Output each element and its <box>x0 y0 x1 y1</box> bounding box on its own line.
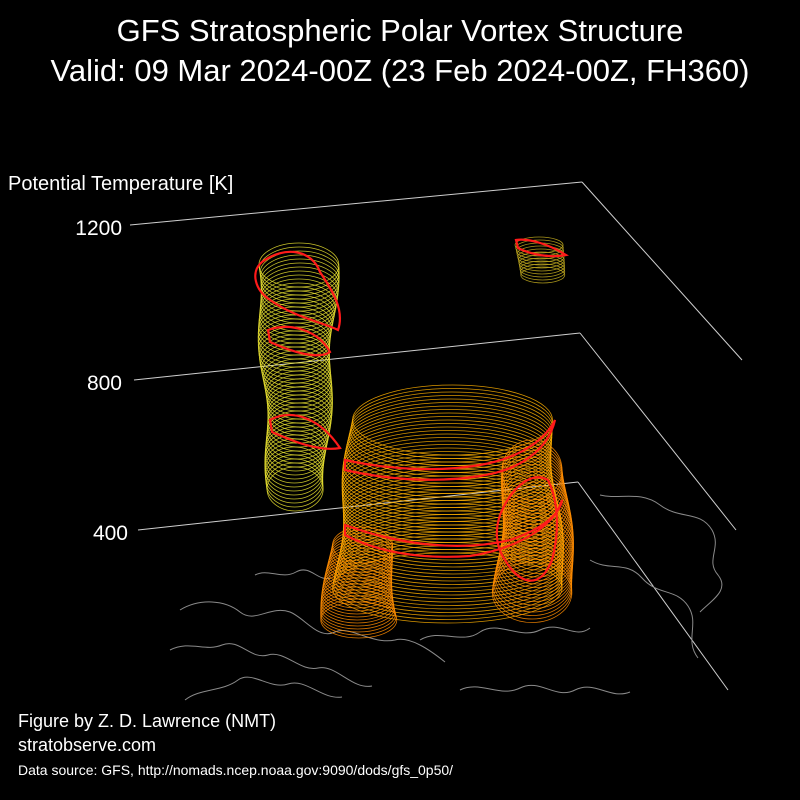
coastline-4 <box>589 559 699 659</box>
left-column-surface-ring <box>265 454 324 500</box>
vortex-isosurfaces <box>254 236 574 639</box>
coastline-7 <box>254 569 331 580</box>
right-lobe-surface-ring <box>492 558 573 620</box>
left-column-surface-ring <box>266 406 331 452</box>
coastline-0 <box>179 601 446 663</box>
depth-line-800 <box>579 332 737 531</box>
data-source: Data source: GFS, http://nomads.ncep.noa… <box>18 762 454 778</box>
gridline-1200 <box>129 181 583 226</box>
coastline-2 <box>184 676 343 701</box>
chart-title: GFS Stratospheric Polar Vortex Structure <box>116 13 684 48</box>
z-axis-label: Potential Temperature [K] <box>8 173 234 195</box>
left-column-surface-ring <box>266 466 324 512</box>
coastline-6 <box>459 684 631 695</box>
chart-subtitle: Valid: 09 Mar 2024-00Z (23 Feb 2024-00Z,… <box>50 53 750 88</box>
coastline-5 <box>419 626 591 641</box>
upper-fragment-surface-ring <box>517 248 565 266</box>
left-column-surface-ring <box>260 342 331 388</box>
main-vortex-surface-ring <box>332 552 563 624</box>
figure-credit: Figure by Z. D. Lawrence (NMT) <box>18 711 277 731</box>
contour-main-lower <box>343 499 564 558</box>
upper-fragment-surface-ring <box>514 236 564 254</box>
lower-lobe-surface <box>320 526 398 639</box>
contour-left-low <box>268 413 342 450</box>
site-url: stratobserve.com <box>18 735 157 755</box>
left-column-surface-ring <box>264 438 325 484</box>
upper-fragment-surface-ring <box>519 260 566 278</box>
contour-main-upper <box>343 419 557 481</box>
upper-fragment-surface-ring <box>519 263 566 281</box>
contour-left-top <box>254 250 342 332</box>
gridline-800 <box>133 332 581 381</box>
z-tick-1200: 1200 <box>75 217 122 240</box>
coastline-1 <box>169 643 373 687</box>
z-tick-800: 800 <box>86 372 122 395</box>
contour-right-lobe <box>495 476 559 582</box>
coastline-map <box>169 494 723 701</box>
left-column-surface-ring <box>259 250 340 296</box>
contour-fragment <box>514 238 569 258</box>
coastline-3 <box>599 494 723 613</box>
lower-lobe-surface-ring <box>320 601 398 639</box>
upper-fragment-surface-ring <box>520 266 566 284</box>
z-tick-400: 400 <box>92 522 128 545</box>
axis-frame <box>129 181 743 691</box>
left-column-surface-ring <box>264 450 324 496</box>
upper-fragment-surface-ring <box>519 257 566 275</box>
left-column-surface-ring <box>266 414 329 460</box>
left-column-surface-ring <box>264 442 324 488</box>
right-lobe-surface-ring <box>491 562 573 623</box>
depth-line-400 <box>577 481 729 691</box>
depth-line-1200 <box>581 181 743 361</box>
left-column-surface-ring <box>264 446 324 492</box>
left-column-surface-ring <box>267 402 331 448</box>
contour-left-mid <box>266 325 332 357</box>
upper-fragment-surface-ring <box>517 251 565 269</box>
left-column-surface-ring <box>260 346 331 392</box>
